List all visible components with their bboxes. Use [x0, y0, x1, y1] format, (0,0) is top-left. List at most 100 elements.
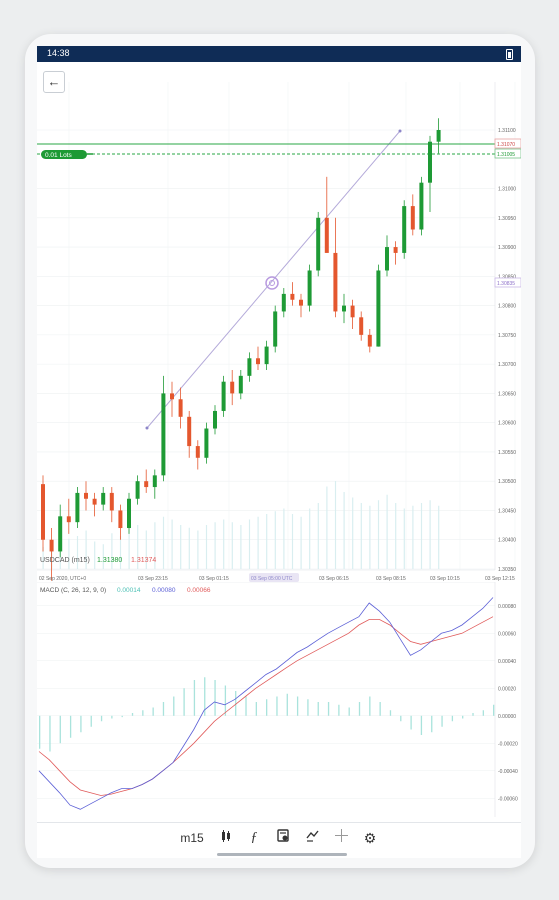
- candle[interactable]: [187, 410, 192, 458]
- macd-histogram-bar: [400, 715, 402, 722]
- candle[interactable]: [221, 375, 226, 417]
- price-chart[interactable]: 1.311001.310001.309501.309001.308501.308…: [37, 62, 521, 582]
- volume-bar: [438, 505, 440, 569]
- candle[interactable]: [101, 487, 106, 511]
- macd-histogram-bar: [348, 707, 350, 716]
- time-tick-label: 03 Sep 12:15: [485, 576, 515, 582]
- gear-icon[interactable]: ⚙: [363, 830, 377, 846]
- trend-line-endpoint[interactable]: [145, 426, 149, 430]
- app-screen: 14:38 1.31100 1.31000 1.30950 1.30900 1.3085…: [37, 46, 521, 858]
- candle[interactable]: [393, 241, 398, 265]
- macd-tick-label: 0.00060: [498, 631, 516, 637]
- candle[interactable]: [135, 475, 140, 505]
- status-bar: 14:38: [37, 46, 521, 62]
- objects-icon[interactable]: [274, 829, 292, 847]
- candle[interactable]: [324, 176, 329, 253]
- candle[interactable]: [299, 293, 303, 318]
- candle[interactable]: [359, 311, 364, 341]
- price-tag-mid: 1.30835: [494, 277, 521, 288]
- timeframe-button[interactable]: m15: [180, 831, 204, 845]
- volume-bar: [412, 505, 414, 569]
- trend-line-handle[interactable]: [265, 276, 279, 290]
- candle[interactable]: [49, 528, 54, 581]
- macd-histogram-bar: [431, 715, 433, 733]
- candle[interactable]: [342, 293, 346, 324]
- macd-panel[interactable]: 0.00080 0.00060 0.00040 0.00020 0.00000 -0.00…: [37, 582, 521, 822]
- price-tick-label: 1.31000: [498, 187, 516, 193]
- candle[interactable]: [410, 194, 415, 236]
- candle[interactable]: [316, 211, 321, 277]
- back-button[interactable]: ←: [43, 71, 65, 93]
- candle[interactable]: [264, 340, 269, 370]
- macd-histogram-bar: [245, 696, 247, 716]
- candle[interactable]: [385, 235, 389, 277]
- candle[interactable]: [333, 217, 338, 318]
- price-tick-label: 1.30600: [498, 421, 516, 427]
- candlestick-icon[interactable]: [217, 829, 235, 847]
- candle[interactable]: [402, 200, 407, 259]
- volume-bar: [317, 503, 319, 569]
- price-tick-label: 1.30350: [498, 567, 516, 573]
- volume-bar: [300, 516, 302, 569]
- macd-value-hist: 0.00014: [117, 587, 141, 594]
- candle[interactable]: [350, 299, 355, 330]
- candle[interactable]: [66, 498, 71, 534]
- candle[interactable]: [436, 118, 441, 154]
- crosshair-time-tag: 03 Sep 05:00 UTC: [249, 573, 299, 582]
- volume-bar: [162, 516, 165, 569]
- candle[interactable]: [428, 135, 432, 212]
- volume-bar: [266, 514, 268, 569]
- order-tag[interactable]: 0.01 Lots: [41, 150, 93, 159]
- candle[interactable]: [376, 264, 381, 347]
- macd-tick-label: -0.00040: [498, 769, 518, 775]
- volume-bar: [403, 508, 405, 569]
- candle[interactable]: [238, 369, 243, 400]
- candle[interactable]: [419, 176, 424, 236]
- candle[interactable]: [195, 440, 200, 470]
- volume-bar: [171, 519, 173, 569]
- draw-icon[interactable]: [303, 829, 321, 847]
- candle[interactable]: [213, 405, 217, 435]
- candle[interactable]: [178, 387, 183, 429]
- candle[interactable]: [75, 487, 80, 529]
- candle[interactable]: [230, 369, 235, 406]
- candle[interactable]: [144, 469, 149, 493]
- macd-histogram-bar: [39, 715, 41, 749]
- volume-bar: [326, 486, 328, 569]
- macd-tick-label: 0.00080: [498, 604, 516, 610]
- price-tick-label: 1.30800: [498, 304, 516, 310]
- candle[interactable]: [92, 492, 97, 517]
- volume-bar: [334, 481, 337, 569]
- candle[interactable]: [109, 487, 114, 523]
- candle[interactable]: [256, 346, 260, 370]
- macd-histogram-bar: [296, 696, 299, 716]
- candle[interactable]: [127, 492, 131, 534]
- volume-bar: [214, 522, 216, 569]
- volume-bar: [386, 494, 388, 569]
- candle[interactable]: [170, 381, 174, 417]
- candle[interactable]: [118, 504, 123, 540]
- candle[interactable]: [290, 282, 295, 306]
- candle[interactable]: [367, 329, 372, 353]
- candle[interactable]: [307, 264, 312, 312]
- candle[interactable]: [161, 375, 166, 482]
- volume-bar: [42, 547, 44, 569]
- time-tick-label: 02 Sep 2020, UTC+0: [39, 576, 86, 582]
- candle[interactable]: [84, 481, 88, 511]
- candle[interactable]: [247, 352, 252, 382]
- volume-bar: [360, 503, 362, 569]
- macd-histogram-bar: [482, 710, 484, 716]
- trend-line-endpoint[interactable]: [398, 129, 402, 133]
- macd-tick-label: 0.00000: [498, 714, 516, 720]
- candle[interactable]: [281, 288, 286, 318]
- trend-line[interactable]: [146, 130, 401, 429]
- price-tick-label: 1.30400: [498, 538, 516, 544]
- volume-bar: [377, 500, 380, 569]
- function-icon[interactable]: ƒ: [250, 830, 258, 845]
- candle[interactable]: [152, 469, 157, 499]
- crosshair-icon[interactable]: [332, 829, 350, 847]
- candle[interactable]: [273, 305, 278, 353]
- candle[interactable]: [41, 475, 45, 552]
- candle[interactable]: [204, 422, 209, 464]
- candle[interactable]: [58, 504, 63, 558]
